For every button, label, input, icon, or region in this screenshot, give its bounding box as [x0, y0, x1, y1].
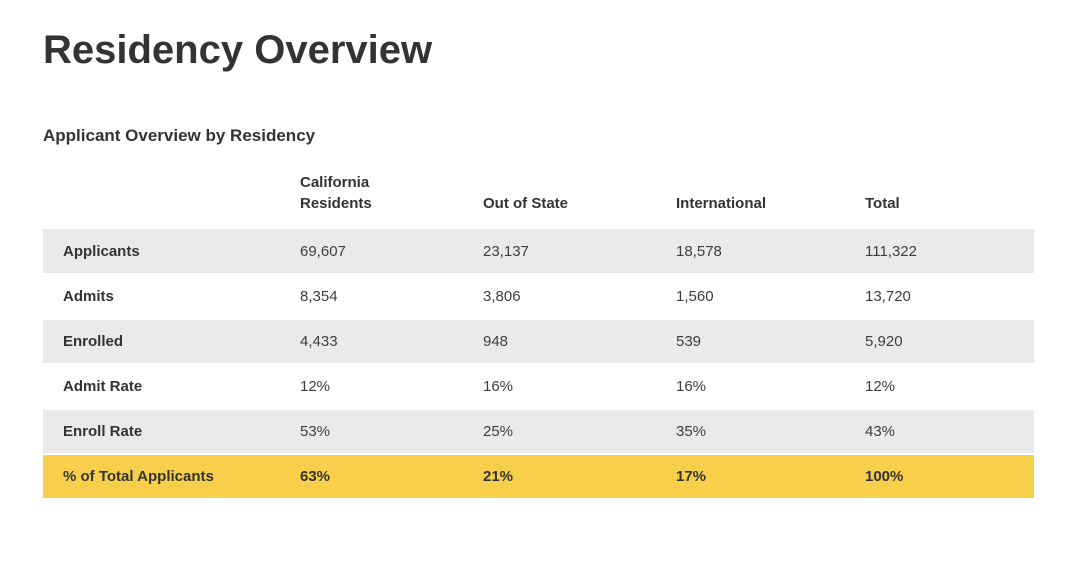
table-cell: 8,354 — [300, 288, 338, 305]
table-cell: 43% — [865, 423, 896, 440]
table-cell: 1,560 — [676, 288, 714, 305]
table-row-enroll-rate: Enroll Rate 53% 25% 35% 43% — [43, 409, 1034, 454]
table-cell: 16% — [483, 378, 514, 395]
table-cell: 18,578 — [676, 242, 722, 260]
table-cell: 63% — [300, 468, 331, 485]
table-cell: 5,920 — [865, 333, 903, 350]
row-label: Admits — [63, 288, 114, 305]
table-row-applicants: Applicants 69,607 23,137 18,578 111,322 — [43, 229, 1034, 274]
table-cell: 13,720 — [865, 288, 911, 305]
row-label: Applicants — [63, 242, 140, 260]
header-cell-california-residents: California Residents — [300, 164, 483, 229]
table-cell: 539 — [676, 333, 702, 350]
table-row-enrolled: Enrolled 4,433 948 539 5,920 — [43, 319, 1034, 364]
header-cell-out-of-state: Out of State — [483, 164, 676, 229]
table-cell: 25% — [483, 423, 514, 440]
table-cell: 4,433 — [300, 333, 338, 350]
table-row-pct-of-total-applicants: % of Total Applicants 63% 21% 17% 100% — [43, 454, 1034, 499]
table-cell: 100% — [865, 468, 904, 485]
table-cell: 111,322 — [865, 242, 917, 260]
page: Residency Overview Applicant Overview by… — [43, 28, 1034, 500]
row-label: Enrolled — [63, 333, 124, 350]
table-cell: 21% — [483, 468, 514, 485]
column-label: Out of State — [483, 195, 568, 212]
header-cell-total: Total — [865, 164, 1034, 229]
table-cell: 16% — [676, 378, 707, 395]
table-row-admit-rate: Admit Rate 12% 16% 16% 12% — [43, 364, 1034, 409]
row-label: % of Total Applicants — [63, 468, 214, 485]
residency-table: California Residents Out of State Intern… — [43, 164, 1034, 500]
table-cell: 3,806 — [483, 288, 521, 305]
column-label: California Residents — [300, 174, 372, 212]
row-label: Admit Rate — [63, 378, 143, 395]
table-row-admits: Admits 8,354 3,806 1,560 13,720 — [43, 274, 1034, 319]
column-label: Total — [865, 195, 900, 212]
table-cell: 53% — [300, 423, 331, 440]
row-label: Enroll Rate — [63, 423, 143, 440]
table-cell: 17% — [676, 468, 707, 485]
table-cell: 69,607 — [300, 242, 346, 260]
header-cell-empty — [43, 164, 300, 229]
page-title: Residency Overview — [43, 28, 433, 72]
header-cell-international: International — [676, 164, 865, 229]
table-cell: 23,137 — [483, 242, 529, 260]
table-title: Applicant Overview by Residency — [43, 126, 316, 145]
table-cell: 948 — [483, 333, 509, 350]
header-row: California Residents Out of State Intern… — [43, 164, 1034, 229]
table-cell: 12% — [865, 378, 896, 395]
table-cell: 35% — [676, 423, 707, 440]
column-label: International — [676, 195, 767, 212]
table-cell: 12% — [300, 378, 331, 395]
